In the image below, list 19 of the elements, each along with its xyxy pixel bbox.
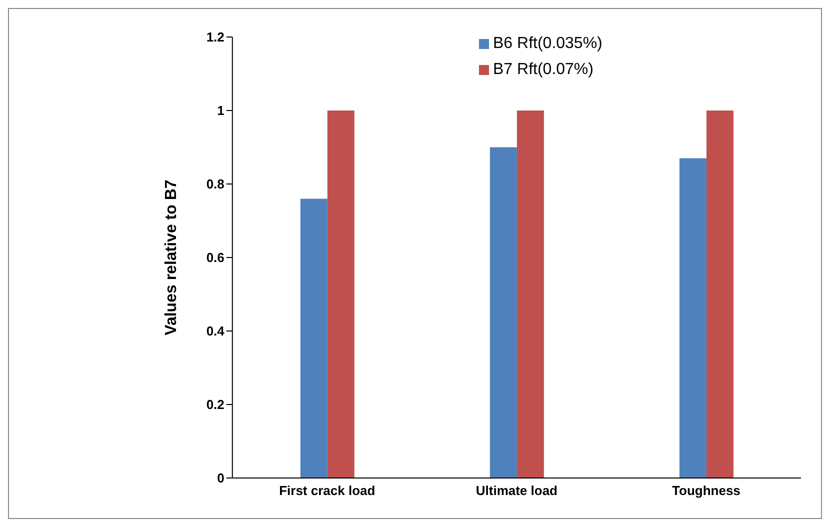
x-tick-label: First crack load <box>279 483 376 498</box>
bar <box>490 147 517 478</box>
y-tick-label: 0.6 <box>206 250 224 266</box>
y-axis-title: Values relative to B7 <box>163 180 180 336</box>
y-tick-label: 0.2 <box>206 397 224 412</box>
bar <box>327 110 354 478</box>
x-tick-label: Toughness <box>672 483 740 498</box>
legend-label: B7 Rft(0.07%) <box>493 61 594 78</box>
bar <box>516 110 544 478</box>
y-tick-label: 0.4 <box>206 324 226 339</box>
bar <box>300 198 328 478</box>
bar <box>679 158 706 478</box>
legend-label: B6 Rft(0.035%) <box>493 35 602 52</box>
y-tick-label: 0 <box>217 470 224 486</box>
bar <box>706 110 734 478</box>
y-tick-label: 1.2 <box>206 30 224 45</box>
y-tick-label: 1 <box>217 103 224 118</box>
x-tick-label: Ultimate load <box>476 483 558 498</box>
y-tick-label: 0.8 <box>206 176 224 192</box>
